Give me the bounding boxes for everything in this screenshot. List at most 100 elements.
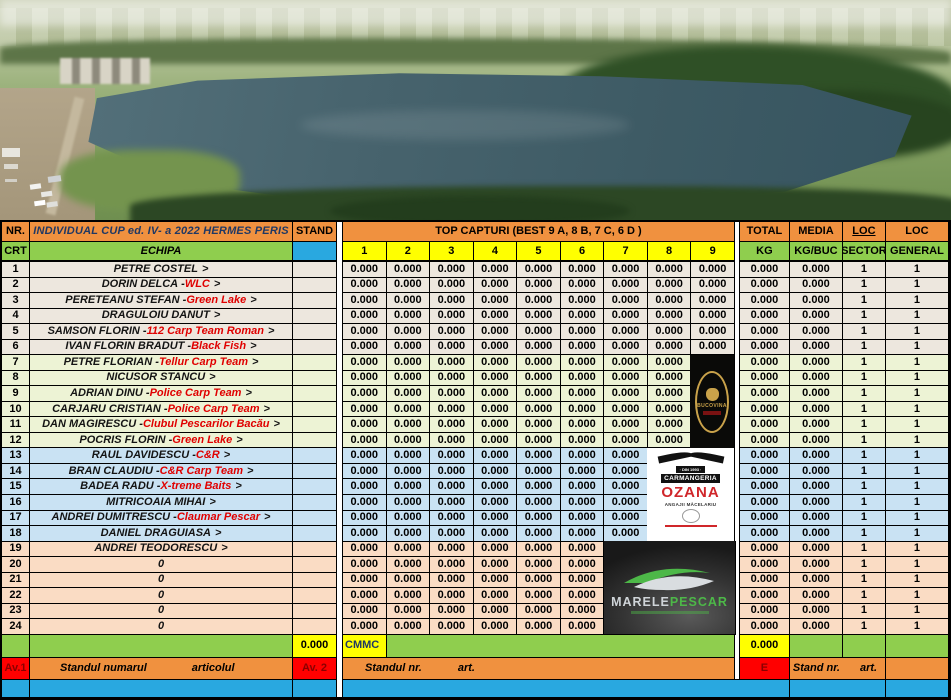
capture-col-header[interactable]: 7: [604, 242, 648, 262]
stand-cell[interactable]: [293, 308, 337, 325]
header-loc-sector[interactable]: LOC: [842, 222, 886, 242]
team-cell[interactable]: DANIEL DRAGUIASA >: [30, 526, 293, 542]
media-cell[interactable]: 0.000: [789, 308, 843, 325]
capture-cell[interactable]: 0.000: [517, 432, 561, 449]
capture-cell[interactable]: 0.000: [560, 324, 605, 340]
footer-stand-total[interactable]: 0.000: [293, 634, 337, 658]
capture-cell[interactable]: 0.000: [343, 262, 387, 278]
capture-cell[interactable]: 0.000: [343, 448, 387, 464]
capture-cell[interactable]: 0.000: [517, 510, 561, 527]
footer-right-label[interactable]: Stand nr. art.: [789, 657, 886, 680]
total-kg-cell[interactable]: 0.000: [739, 386, 790, 402]
capture-cell[interactable]: 0.000: [560, 557, 605, 573]
total-kg-cell[interactable]: 0.000: [739, 588, 790, 604]
team-cell[interactable]: 0: [30, 588, 293, 604]
total-kg-cell[interactable]: 0.000: [739, 432, 790, 449]
stand-cell[interactable]: [293, 541, 337, 558]
row-number-cell[interactable]: 6: [2, 339, 30, 356]
footer-av1[interactable]: Av.1: [2, 657, 30, 680]
capture-cell[interactable]: 0.000: [343, 277, 387, 294]
media-cell[interactable]: 0.000: [789, 619, 843, 635]
media-cell[interactable]: 0.000: [789, 557, 843, 573]
capture-cell[interactable]: 0.000: [560, 588, 605, 604]
capture-cell[interactable]: 0.000: [691, 293, 735, 309]
capture-cell[interactable]: 0.000: [691, 339, 735, 356]
capture-cell[interactable]: 0.000: [604, 308, 648, 325]
media-cell[interactable]: 0.000: [789, 262, 843, 278]
capture-cell[interactable]: 0.000: [386, 262, 431, 278]
footer-green-cell[interactable]: [386, 634, 735, 658]
footer-mid-label[interactable]: Standul nr. art.: [343, 657, 735, 680]
header-loc-general[interactable]: LOC: [885, 222, 949, 242]
capture-cell[interactable]: 0.000: [386, 572, 431, 589]
capture-cell[interactable]: 0.000: [473, 572, 518, 589]
team-cell[interactable]: MITRICOAIA MIHAI >: [30, 494, 293, 511]
loc-sector-cell[interactable]: 1: [842, 619, 886, 635]
stand-cell[interactable]: [293, 324, 337, 340]
stand-cell[interactable]: [293, 479, 337, 495]
footer-blue-cell[interactable]: [789, 679, 886, 698]
capture-cell[interactable]: 0.000: [604, 293, 648, 309]
row-number-cell[interactable]: 5: [2, 324, 30, 340]
stand-cell[interactable]: [293, 448, 337, 464]
capture-cell[interactable]: 0.000: [647, 401, 692, 418]
team-cell[interactable]: ANDREI TEODORESCU >: [30, 541, 293, 558]
capture-cell[interactable]: 0.000: [560, 339, 605, 356]
total-kg-cell[interactable]: 0.000: [739, 339, 790, 356]
loc-sector-cell[interactable]: 1: [842, 432, 886, 449]
loc-general-cell[interactable]: 1: [885, 277, 949, 294]
capture-col-header[interactable]: 3: [430, 242, 474, 262]
media-cell[interactable]: 0.000: [789, 386, 843, 402]
capture-cell[interactable]: 0.000: [517, 293, 561, 309]
capture-cell[interactable]: 0.000: [343, 370, 387, 387]
team-cell[interactable]: CARJARU CRISTIAN - Police Carp Team >: [30, 401, 293, 418]
capture-cell[interactable]: 0.000: [560, 262, 605, 278]
capture-cell[interactable]: 0.000: [517, 619, 561, 635]
capture-cell[interactable]: 0.000: [560, 277, 605, 294]
capture-cell[interactable]: 0.000: [517, 479, 561, 495]
capture-cell[interactable]: 0.000: [560, 463, 605, 480]
loc-general-cell[interactable]: 1: [885, 526, 949, 542]
loc-sector-cell[interactable]: 1: [842, 603, 886, 620]
capture-cell[interactable]: 0.000: [560, 308, 605, 325]
capture-cell[interactable]: 0.000: [604, 370, 648, 387]
capture-cell[interactable]: 0.000: [386, 603, 431, 620]
capture-cell[interactable]: 0.000: [343, 293, 387, 309]
total-kg-cell[interactable]: 0.000: [739, 510, 790, 527]
capture-cell[interactable]: 0.000: [343, 572, 387, 589]
total-kg-cell[interactable]: 0.000: [739, 603, 790, 620]
capture-cell[interactable]: 0.000: [343, 308, 387, 325]
capture-cell[interactable]: 0.000: [604, 386, 648, 402]
stand-header-blue-cell[interactable]: [293, 242, 337, 262]
row-number-cell[interactable]: 18: [2, 526, 30, 542]
capture-cell[interactable]: 0.000: [430, 510, 474, 527]
loc-general-cell[interactable]: 1: [885, 448, 949, 464]
team-cell[interactable]: DORIN DELCA - WLC >: [30, 277, 293, 294]
media-cell[interactable]: 0.000: [789, 463, 843, 480]
loc-general-cell[interactable]: 1: [885, 572, 949, 589]
row-number-cell[interactable]: 2: [2, 277, 30, 294]
loc-general-cell[interactable]: 1: [885, 417, 949, 433]
row-number-cell[interactable]: 7: [2, 355, 30, 371]
capture-cell[interactable]: 0.000: [560, 401, 605, 418]
capture-cell[interactable]: 0.000: [386, 324, 431, 340]
capture-col-header[interactable]: 1: [343, 242, 387, 262]
total-kg-cell[interactable]: 0.000: [739, 572, 790, 589]
media-cell[interactable]: 0.000: [789, 293, 843, 309]
capture-cell[interactable]: 0.000: [517, 541, 561, 558]
total-kg-cell[interactable]: 0.000: [739, 557, 790, 573]
capture-cell[interactable]: 0.000: [343, 401, 387, 418]
loc-sector-cell[interactable]: 1: [842, 293, 886, 309]
capture-cell[interactable]: 0.000: [517, 277, 561, 294]
capture-col-header[interactable]: 5: [517, 242, 561, 262]
capture-cell[interactable]: 0.000: [473, 308, 518, 325]
capture-cell[interactable]: 0.000: [386, 557, 431, 573]
stand-cell[interactable]: [293, 355, 337, 371]
capture-cell[interactable]: 0.000: [473, 510, 518, 527]
row-number-cell[interactable]: 15: [2, 479, 30, 495]
footer-cmmc[interactable]: CMMC: [343, 634, 387, 658]
capture-cell[interactable]: 0.000: [473, 339, 518, 356]
row-number-cell[interactable]: 1: [2, 262, 30, 278]
capture-cell[interactable]: 0.000: [647, 339, 692, 356]
capture-cell[interactable]: 0.000: [473, 432, 518, 449]
